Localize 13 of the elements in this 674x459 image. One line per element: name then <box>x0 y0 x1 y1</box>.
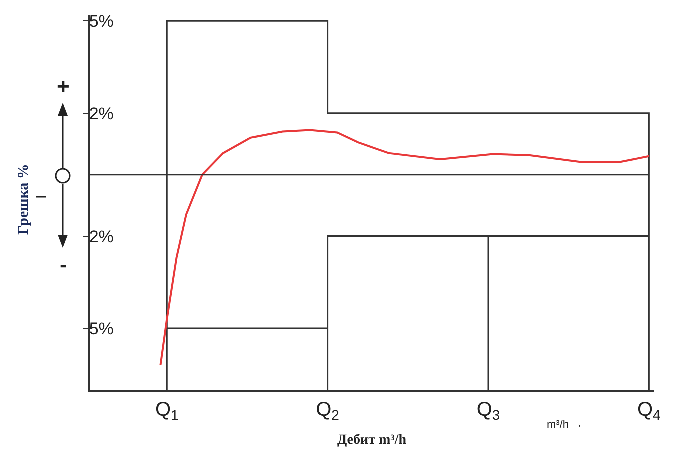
x-tick-label: Q$_{1}$ <box>155 398 180 423</box>
y-tick-label: 5% <box>89 12 114 32</box>
x-tick-label: Q$_{2}$ <box>316 398 340 423</box>
y-tick-label: 5% <box>89 319 114 338</box>
x-tick-label: Q$_{3}$ <box>476 398 500 423</box>
text: m³/h → <box>547 419 584 431</box>
y-tick-label: 2% <box>89 227 114 246</box>
y-axis-title: Грешка % <box>16 164 32 235</box>
y-tick-label: 2% <box>89 104 114 124</box>
x-axis-title: Дебит m³/h <box>338 432 407 448</box>
x-tick-label: Q$_{4}$ <box>638 398 662 423</box>
text: + <box>57 74 70 99</box>
text: - <box>60 252 68 277</box>
